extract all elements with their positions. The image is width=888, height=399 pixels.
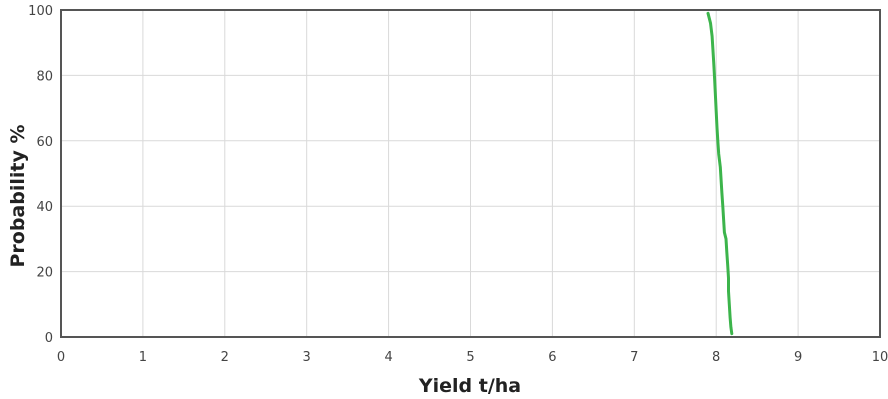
y-tick-label: 100 <box>28 4 53 19</box>
plot-frame <box>60 9 881 338</box>
y-tick-label: 40 <box>36 200 53 215</box>
x-tick-label: 8 <box>712 350 720 365</box>
y-tick-label: 60 <box>36 135 53 150</box>
x-axis-title: Yield t/ha <box>418 375 521 397</box>
x-tick-label: 6 <box>548 350 556 365</box>
series-layer <box>706 11 734 336</box>
y-axis-title: Probability % <box>7 124 29 267</box>
x-tick-label: 4 <box>384 350 392 365</box>
grid <box>60 9 881 338</box>
x-tick-label: 9 <box>794 350 802 365</box>
y-tick-label: 0 <box>45 331 53 346</box>
x-tick-label: 10 <box>872 350 888 365</box>
x-tick-label: 2 <box>221 350 229 365</box>
x-tick-label: 1 <box>139 350 147 365</box>
x-axis-ticks: 0 1 2 3 4 5 6 7 8 9 10 <box>57 350 888 365</box>
x-tick-label: 0 <box>57 350 65 365</box>
x-tick-label: 3 <box>303 350 311 365</box>
y-tick-label: 80 <box>36 69 53 84</box>
x-tick-label: 7 <box>630 350 638 365</box>
x-tick-label: 5 <box>466 350 474 365</box>
series-line <box>706 11 734 336</box>
y-axis-ticks: 0 20 40 60 80 100 <box>28 4 53 346</box>
y-tick-label: 20 <box>36 266 53 281</box>
